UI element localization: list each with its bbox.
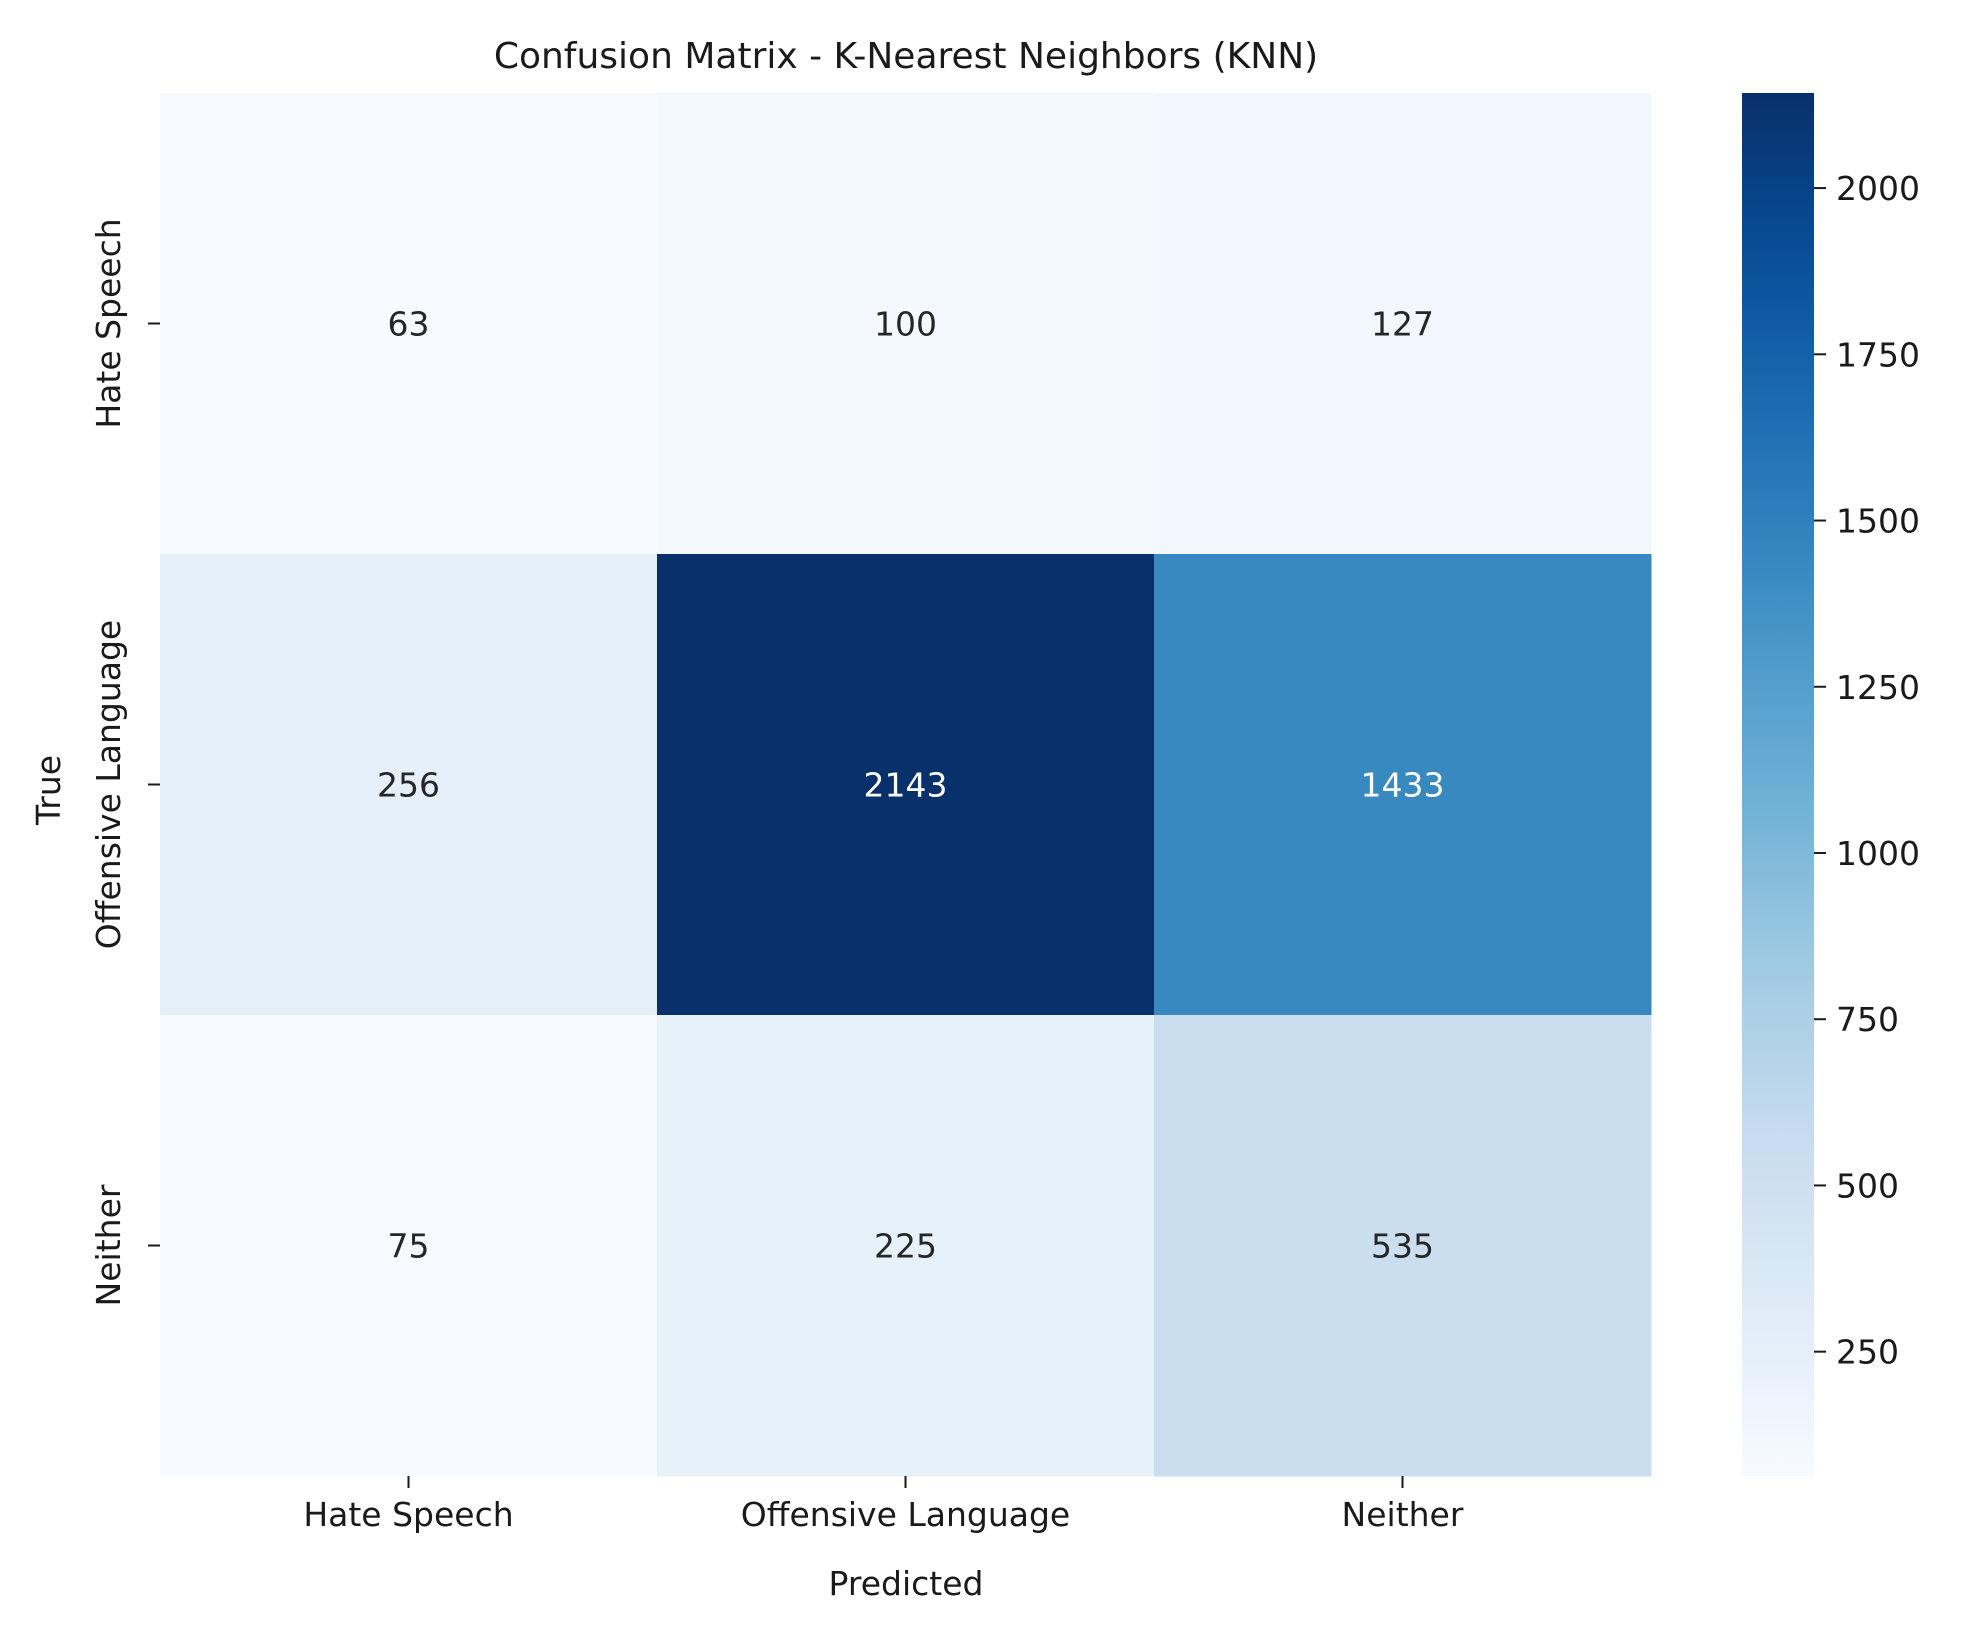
colorbar-tick-label: 1000 bbox=[1836, 834, 1920, 873]
y-axis-label: True bbox=[29, 755, 68, 826]
cell-value-label: 1433 bbox=[1361, 766, 1445, 805]
colorbar-tick-label: 1750 bbox=[1836, 335, 1920, 374]
heatmap-cell bbox=[160, 93, 658, 555]
heatmap-cell bbox=[657, 93, 1155, 555]
heatmap-cells: 63 100 127 256 2143 1433 75 225 535 bbox=[160, 93, 1652, 1477]
cell-value-label: 127 bbox=[1371, 305, 1434, 344]
colorbar-tick-label: 1500 bbox=[1836, 502, 1920, 541]
heatmap-cell bbox=[1154, 1015, 1652, 1477]
cell-value-label: 63 bbox=[388, 305, 430, 344]
cell-value-label: 2143 bbox=[864, 766, 948, 805]
y-tick-label: Offensive Language bbox=[89, 620, 128, 949]
colorbar-tick-label: 500 bbox=[1836, 1166, 1899, 1205]
colorbar-tick-label: 2000 bbox=[1836, 169, 1920, 208]
y-axis: Hate Speech Offensive Language Neither bbox=[89, 218, 160, 1306]
colorbar-tick-label: 750 bbox=[1836, 1000, 1899, 1039]
x-tick-label: Offensive Language bbox=[741, 1495, 1070, 1534]
y-tick-label: Hate Speech bbox=[89, 218, 128, 428]
colorbar: 250 500 750 1000 1250 1500 1750 2000 bbox=[1742, 93, 1920, 1476]
heatmap-cell bbox=[657, 554, 1155, 1016]
heatmap-cell bbox=[1154, 554, 1652, 1016]
cell-value-label: 256 bbox=[377, 766, 440, 805]
cell-value-label: 100 bbox=[874, 305, 937, 344]
x-axis-label: Predicted bbox=[829, 1564, 984, 1603]
colorbar-tick-label: 250 bbox=[1836, 1333, 1899, 1372]
colorbar-tick-label: 1250 bbox=[1836, 668, 1920, 707]
x-tick-label: Hate Speech bbox=[303, 1495, 513, 1534]
heatmap-cell bbox=[160, 1015, 658, 1477]
chart-title: Confusion Matrix - K-Nearest Neighbors (… bbox=[494, 36, 1318, 77]
heatmap-cell bbox=[160, 554, 658, 1016]
y-tick-label: Neither bbox=[89, 1184, 128, 1306]
colorbar-gradient bbox=[1742, 93, 1814, 1476]
x-tick-label: Neither bbox=[1342, 1495, 1464, 1534]
cell-value-label: 225 bbox=[874, 1227, 937, 1266]
cell-value-label: 75 bbox=[388, 1227, 430, 1266]
heatmap-cell bbox=[1154, 93, 1652, 555]
heatmap-cell bbox=[657, 1015, 1155, 1477]
cell-value-label: 535 bbox=[1371, 1227, 1434, 1266]
x-axis: Hate Speech Offensive Language Neither bbox=[303, 1476, 1464, 1534]
